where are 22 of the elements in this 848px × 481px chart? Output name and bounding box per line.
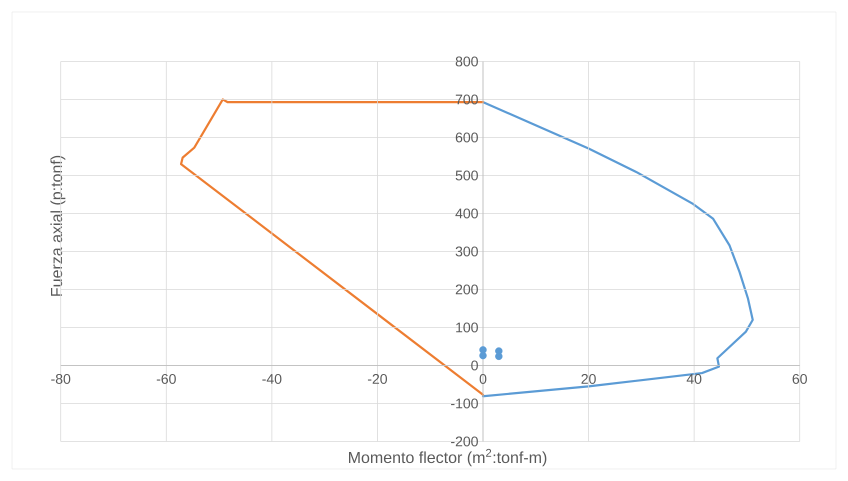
- x-axis-title: Momento flector (m$^{2}$:tonf-m): [348, 448, 546, 466]
- x-tick-label: 0: [480, 374, 486, 384]
- y-tick-label: 100: [456, 322, 478, 332]
- y-tick-label: 200: [456, 284, 478, 294]
- y-tick-label: 600: [456, 132, 478, 142]
- y-tick-label: -200: [451, 436, 478, 446]
- point: [479, 352, 487, 360]
- x-tick-label: 20: [581, 374, 596, 384]
- x-tick-label: 60: [792, 374, 807, 384]
- y-tick-label: 800: [456, 56, 478, 66]
- line-series: [482, 101, 754, 398]
- y-tick-label: 500: [456, 170, 478, 180]
- y-tick-label: 300: [456, 246, 478, 256]
- x-tick-label: -40: [262, 374, 282, 384]
- y-tick-label: 400: [455, 208, 478, 218]
- y-tick-label: 0: [471, 360, 478, 370]
- x-tick-label: -60: [156, 374, 176, 384]
- y-tick-label: -100: [451, 398, 478, 408]
- x-tick-label: -20: [368, 374, 388, 384]
- point: [495, 352, 503, 360]
- x-tick-label: -80: [51, 374, 70, 384]
- x-tick-label: 40: [686, 374, 702, 384]
